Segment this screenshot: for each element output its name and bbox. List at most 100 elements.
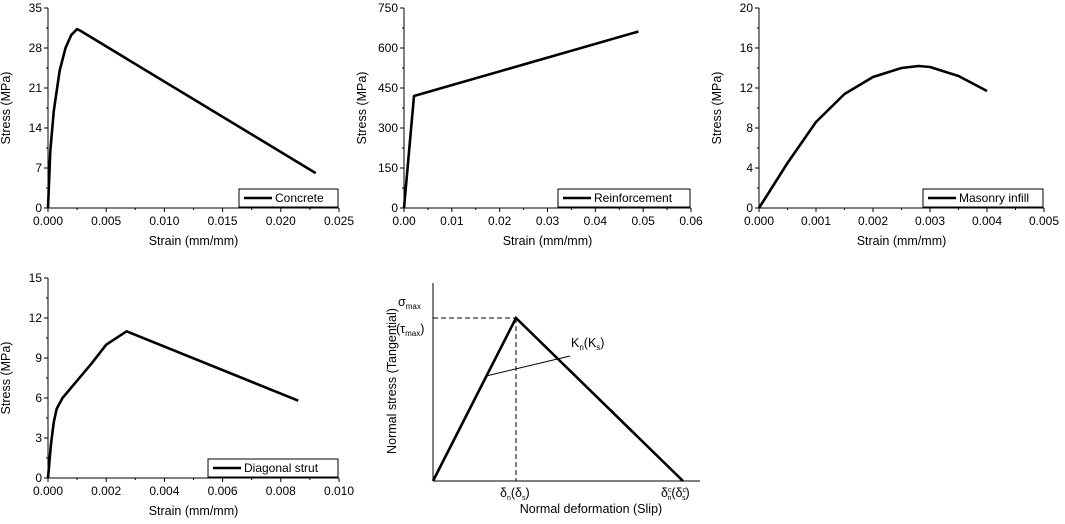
reinforcement-x-tick-label: 0.00 [392,214,416,228]
concept-ylabel: Normal stress (Tangential) [385,308,399,454]
masonry-infill-y-tick-label: 20 [740,1,754,15]
masonry-infill-x-tick-label: 0.005 [1029,214,1059,228]
masonry-infill-legend: Masonry infill [922,188,1044,208]
masonry-infill-ylabel: Stress (MPa) [710,72,724,145]
delta-c-sup: c [668,487,672,494]
stiffness-leader-line [485,355,571,377]
masonry-infill-y-tick-label: 16 [740,41,754,55]
reinforcement-x-tick-label: 0.02 [488,214,512,228]
delta-s: (δ [511,486,522,500]
masonry-infill-y-tick-label: 0 [746,201,753,215]
chart-masonry-infill: 0.000 0.001 0.002 0.003 0.004 0.005 0 4 8 12 16 20 S… [710,1,1059,248]
diagonal-strut-x-tick-label: 0.010 [324,484,354,498]
concrete-legend: Concrete [238,188,339,208]
svg-text:δcn(δcs): δc n(δc s) [661,486,690,502]
concrete-y-tick-label: 28 [29,41,43,55]
concept-diagram: σmax (τmax) Kn(Ks) δn(δs) δc n(δc s) Norma… [385,283,700,516]
svg-text:Kn(Ks): Kn(Ks) [571,336,604,352]
concrete-x-tick-label: 0.005 [91,214,121,228]
peak-tau-sub: max [405,329,420,338]
reinforcement-x-tick-label: 0.01 [440,214,464,228]
diagonal-strut-x-tick-label: 0.004 [149,484,179,498]
masonry-infill-x-tick-label: 0.002 [858,214,888,228]
diagonal-strut-x-tick-label: 0.008 [266,484,296,498]
delta-n: δ [500,486,507,500]
reinforcement-legend: Reinforcement [557,188,691,208]
masonry-infill-legend-box [922,188,1044,208]
peak-tau-close: ) [420,322,424,336]
diagonal-strut-y-tick-label: 3 [35,431,42,445]
stiffness-paren: (K [584,336,597,350]
diagonal-strut-y-tick-label: 6 [35,391,42,405]
reinforcement-ylabel: Stress (MPa) [355,72,369,145]
diagonal-strut-x-tick-label: 0.000 [33,484,63,498]
concrete-y-tick-label: 35 [29,1,43,15]
reinforcement-x-tick-label: 0.03 [536,214,560,228]
diagonal-strut-legend: Diagonal strut [207,458,339,478]
delta-cs-close: ) [686,486,690,500]
reinforcement-legend-label: Reinforcement [594,191,673,205]
peak-sigma-sub: max [406,302,421,311]
diagonal-strut-y-tick-label: 0 [35,471,42,485]
concept-xlabel: Normal deformation (Slip) [520,502,662,516]
concrete-y-tick-label: 14 [29,121,43,135]
masonry-infill-xlabel: Strain (mm/mm) [857,234,947,248]
stiffness-K-sub: n [579,343,583,352]
diagonal-strut-x-tick-label: 0.002 [91,484,121,498]
diagonal-strut-ylabel: Stress (MPa) [0,342,13,415]
reinforcement-y-tick-label: 450 [378,81,398,95]
masonry-infill-y-tick-label: 12 [740,81,754,95]
masonry-infill-x-tick-label: 0.004 [972,214,1002,228]
peak-tau-label: (τ [396,322,405,336]
reinforcement-x-tick-label: 0.06 [679,214,703,228]
reinforcement-xlabel: Strain (mm/mm) [503,234,593,248]
reinforcement-y-tick-label: 300 [378,121,398,135]
masonry-infill-x-tick-label: 0.003 [915,214,945,228]
diagonal-strut-y-tick-label: 9 [35,351,42,365]
concrete-y-tick-label: 21 [29,81,43,95]
diagonal-strut-y-tick-label: 15 [29,271,43,285]
delta-c: δ [661,486,668,500]
reinforcement-series-line [402,30,639,209]
concrete-x-tick-label: 0.010 [149,214,179,228]
reinforcement-y-tick-label: 600 [378,41,398,55]
concrete-ylabel: Stress (MPa) [0,72,13,145]
masonry-infill-y-tick-label: 4 [746,161,753,175]
concrete-x-tick-label: 0.000 [33,214,63,228]
delta-s-sub: s [522,495,526,502]
concrete-x-tick-label: 0.015 [208,214,238,228]
concrete-series-line [46,27,317,209]
diagonal-strut-xlabel: Strain (mm/mm) [149,504,239,518]
svg-text:δn(δs): δn(δs) [500,486,530,502]
masonry-infill-y-tick-label: 8 [746,121,753,135]
masonry-infill-legend-label: Masonry infill [959,191,1029,205]
bilinear-curve [431,315,684,482]
diagonal-strut-legend-label: Diagonal strut [244,461,319,475]
concrete-y-tick-label: 7 [35,161,42,175]
delta-n-sub: n [507,495,511,502]
concrete-xlabel: Strain (mm/mm) [149,234,239,248]
chart-diagonal-strut: 0.000 0.002 0.004 0.006 0.008 0.010 0 3 6 9 12 15 St… [0,271,354,518]
concrete-y-tick-label: 0 [35,201,42,215]
concrete-legend-label: Concrete [275,191,324,205]
delta-s-close: ) [526,486,530,500]
delta-cs-sup: c [683,487,687,494]
reinforcement-legend-box [557,188,691,208]
diagonal-strut-x-tick-label: 0.006 [208,484,238,498]
stiffness-close: ) [600,336,604,350]
stiffness-paren-sub: s [596,343,600,352]
concrete-legend-box [238,188,339,208]
stiffness-K: K [571,336,580,350]
masonry-infill-series-line [757,64,988,209]
masonry-infill-x-tick-label: 0.001 [801,214,831,228]
delta-cs-sub: s [682,495,686,502]
delta-c-sub: n [667,495,671,502]
masonry-infill-x-tick-label: 0.000 [744,214,774,228]
diagonal-strut-legend-box [207,458,339,478]
reinforcement-x-tick-label: 0.05 [631,214,655,228]
concrete-x-tick-label: 0.025 [324,214,354,228]
delta-cs: (δ [671,486,682,500]
diagonal-strut-y-tick-label: 12 [29,311,43,325]
svg-text:(τmax): (τmax) [396,322,424,338]
